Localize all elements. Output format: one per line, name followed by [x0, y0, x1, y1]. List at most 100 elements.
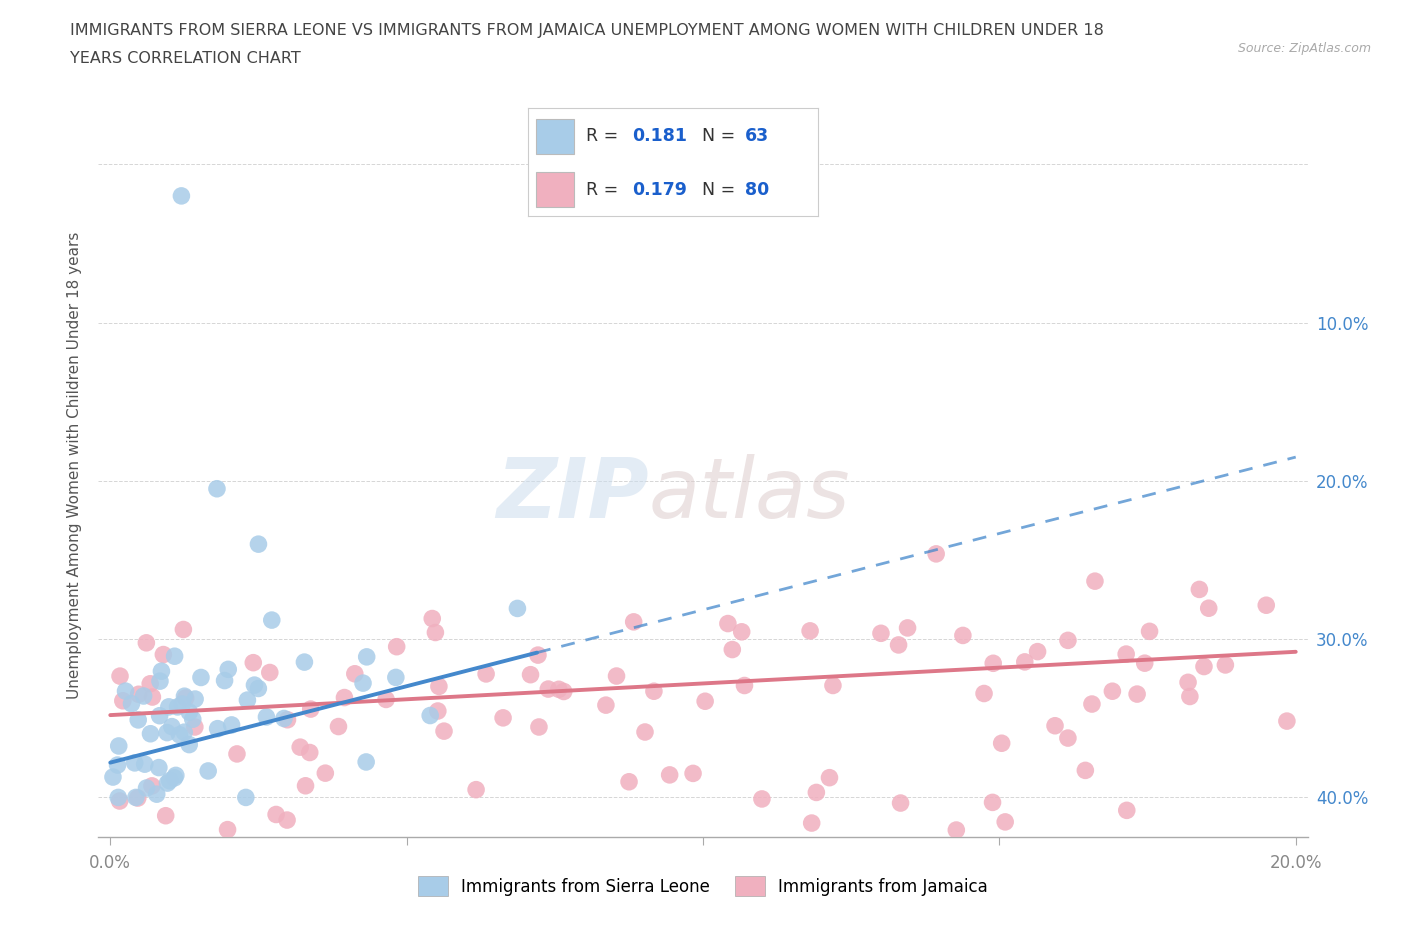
Point [170, 189, 193, 204]
Text: atlas: atlas [648, 454, 851, 536]
Point [328, 719, 350, 734]
Point [658, 767, 681, 782]
Point [184, 720, 207, 735]
Point [273, 711, 295, 726]
Point [121, 697, 143, 711]
Point [806, 785, 828, 800]
Point [1177, 675, 1199, 690]
Point [375, 692, 398, 707]
Point [1192, 659, 1215, 674]
Point [149, 709, 172, 724]
Point [717, 616, 740, 631]
Point [141, 689, 163, 704]
Point [294, 655, 316, 670]
Point [527, 647, 550, 662]
Point [139, 676, 162, 691]
Point [205, 482, 228, 497]
Point [799, 623, 821, 638]
Point [643, 684, 665, 698]
Point [519, 667, 541, 682]
Point [420, 611, 443, 626]
Point [527, 720, 550, 735]
Point [1126, 686, 1149, 701]
Point [1188, 582, 1211, 597]
Point [553, 684, 575, 699]
Point [492, 711, 515, 725]
Point [1043, 718, 1066, 733]
Point [172, 622, 194, 637]
Point [221, 717, 243, 732]
Point [821, 678, 844, 693]
Point [128, 687, 150, 702]
Point [870, 626, 893, 641]
Point [981, 795, 1004, 810]
Point [127, 712, 149, 727]
Point [114, 684, 136, 698]
Point [247, 537, 270, 551]
Point [475, 667, 498, 682]
Point [426, 704, 449, 719]
Point [298, 745, 321, 760]
Point [107, 790, 129, 804]
Point [1115, 646, 1137, 661]
Point [385, 639, 408, 654]
Point [125, 790, 148, 804]
Point [132, 688, 155, 703]
Point [506, 601, 529, 616]
Point [1275, 713, 1298, 728]
Point [682, 766, 704, 781]
Point [259, 665, 281, 680]
Point [155, 808, 177, 823]
Point [547, 682, 569, 697]
Point [890, 795, 912, 810]
Point [465, 782, 488, 797]
Point [181, 711, 204, 726]
Point [1178, 689, 1201, 704]
Point [174, 691, 197, 706]
Point [623, 615, 645, 630]
Point [111, 694, 134, 709]
Point [141, 778, 163, 793]
Point [734, 678, 756, 693]
Point [127, 790, 149, 805]
Point [1057, 731, 1080, 746]
Point [264, 807, 287, 822]
Point [149, 673, 172, 688]
Point [537, 682, 560, 697]
Point [150, 664, 173, 679]
Point [945, 823, 967, 838]
Point [242, 656, 264, 671]
Point [214, 673, 236, 688]
Point [179, 737, 201, 752]
Point [256, 710, 278, 724]
Point [751, 791, 773, 806]
Text: IMMIGRANTS FROM SIERRA LEONE VS IMMIGRANTS FROM JAMAICA UNEMPLOYMENT AMONG WOMEN: IMMIGRANTS FROM SIERRA LEONE VS IMMIGRAN… [70, 23, 1104, 38]
Point [179, 705, 201, 720]
Point [721, 642, 744, 657]
Point [299, 701, 322, 716]
Text: Source: ZipAtlas.com: Source: ZipAtlas.com [1237, 42, 1371, 55]
Point [243, 678, 266, 693]
Point [427, 679, 450, 694]
Point [107, 738, 129, 753]
Point [896, 620, 918, 635]
Point [190, 670, 212, 684]
Point [156, 776, 179, 790]
Point [160, 719, 183, 734]
Point [235, 790, 257, 804]
Point [173, 724, 195, 739]
Point [1139, 624, 1161, 639]
Point [1101, 684, 1123, 698]
Point [1081, 697, 1104, 711]
Point [108, 793, 131, 808]
Point [247, 681, 270, 696]
Point [1256, 598, 1278, 613]
Point [595, 698, 617, 712]
Point [148, 760, 170, 775]
Point [156, 725, 179, 740]
Point [184, 692, 207, 707]
Text: YEARS CORRELATION CHART: YEARS CORRELATION CHART [70, 51, 301, 66]
Point [605, 669, 627, 684]
Point [157, 699, 180, 714]
Point [197, 764, 219, 778]
